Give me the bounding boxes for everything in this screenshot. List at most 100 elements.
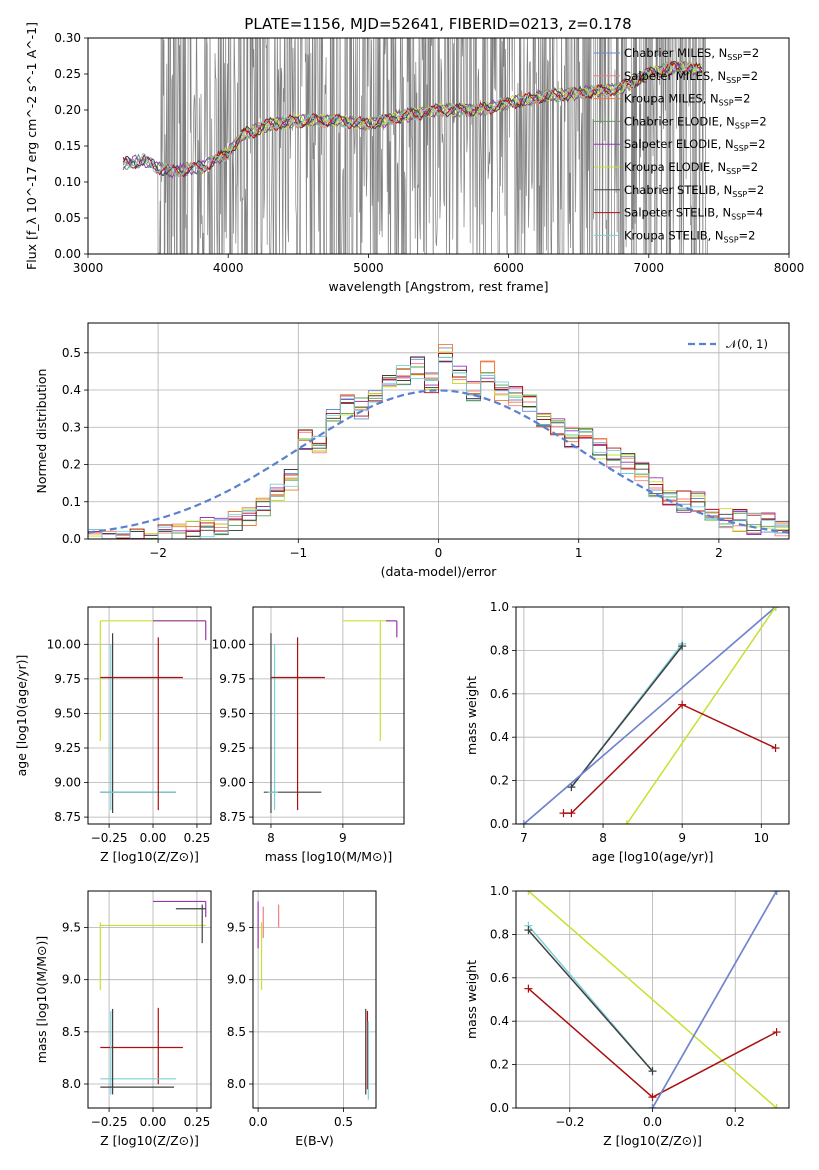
- y-axis-label: mass weight: [464, 676, 479, 755]
- y-tick-label: 0.3: [62, 420, 81, 434]
- series-marker: [622, 820, 631, 824]
- legend-entry: Salpeter STELIB, NSSP=4: [624, 206, 763, 222]
- series-line: [527, 891, 778, 1108]
- x-axis-label: mass [log10(M/M⊙)]: [265, 849, 393, 864]
- series-marker: [524, 984, 533, 993]
- plot-area: [257, 901, 369, 1100]
- y-tick-label: 0.2: [490, 774, 509, 788]
- x-tick-label: 7000: [634, 261, 665, 275]
- legend-sub: SSP: [724, 235, 739, 244]
- axes-frame: [252, 890, 377, 1109]
- y-tick-label: 9.5: [62, 921, 81, 935]
- legend-entry: Salpeter ELODIE, NSSP=2: [624, 137, 766, 153]
- series-marker: [772, 1104, 781, 1108]
- y-tick-label: 8.5: [227, 1025, 246, 1039]
- x-tick-label: 0.0: [249, 1115, 268, 1129]
- series-line: [626, 607, 777, 824]
- legend-sub: SSP: [727, 53, 742, 62]
- x-tick-label: 0: [435, 546, 443, 560]
- legend-suffix: =4: [746, 206, 763, 220]
- legend-suffix: =2: [734, 92, 751, 106]
- legend-entry: Salpeter MILES, NSSP=2: [624, 69, 758, 85]
- plot-area: [88, 343, 789, 539]
- legend-entry: Kroupa MILES, NSSP=2: [624, 92, 750, 108]
- axes-frame: [515, 890, 790, 1109]
- legend-entry: Chabrier ELODIE, NSSP=2: [624, 114, 767, 130]
- x-tick-label: 9: [339, 831, 347, 845]
- figure-title: PLATE=1156, MJD=52641, FIBERID=0213, z=0…: [244, 15, 631, 33]
- y-tick-label: 0.0: [490, 817, 509, 831]
- plot-area: [263, 620, 398, 813]
- x-tick-label: −1: [289, 546, 307, 560]
- x-axis-label: age [log10(age/yr)]: [592, 849, 714, 864]
- y-tick-label: 9.50: [219, 706, 246, 720]
- x-tick-label: 8: [267, 831, 275, 845]
- plot-area: [524, 891, 781, 1108]
- series-marker: [772, 1028, 781, 1037]
- legend-entry: Chabrier MILES, NSSP=2: [624, 46, 759, 62]
- y-tick-label: 10.00: [212, 637, 246, 651]
- panel-residuals: −2 −1 0 1 2 0.0 0.1 0.2 0.3 0.4 0.5 (data-model)/er…: [34, 322, 790, 579]
- legend-entry: Kroupa ELODIE, NSSP=2: [624, 160, 758, 176]
- panel-spectrum: 3000 4000 5000 6000 7000 8000 0.00 0.05 0.10 0.15…: [24, 22, 805, 294]
- x-axis-label: (data-model)/error: [381, 564, 498, 579]
- y-tick-label: 9.00: [219, 776, 246, 790]
- x-tick-label: 0.2: [726, 1115, 745, 1129]
- y-tick-label: 0.4: [490, 1014, 509, 1028]
- legend-label: Salpeter ELODIE, N: [624, 137, 734, 151]
- y-tick-label: 9.75: [54, 672, 81, 686]
- y-axis-label: Flux [f_λ 10^-17 erg cm^-2 s^-1 A^-1]: [24, 22, 39, 270]
- series-marker: [519, 820, 528, 824]
- legend-sub: SSP: [726, 76, 741, 85]
- legend-suffix: =2: [742, 46, 759, 60]
- legend-suffix: =2: [747, 183, 764, 197]
- x-tick-label: 4000: [213, 261, 244, 275]
- plot-area: [519, 607, 780, 824]
- series-line: [527, 929, 654, 1072]
- panel-mass_weight_vs_age: 7 8 9 10 0.0 0.2 0.4 0.6 0.8 1.0 age [log10(age/yr…: [464, 600, 790, 864]
- observed-spectrum: [122, 38, 708, 254]
- series-line: [651, 891, 778, 1108]
- plot-area: [122, 38, 708, 254]
- series-marker: [559, 809, 568, 818]
- y-tick-label: 0.2: [490, 1058, 509, 1072]
- x-axis-label: Z [log10(Z/Z⊙)]: [100, 849, 199, 864]
- series-marker: [524, 891, 533, 895]
- y-tick-label: 0.10: [54, 175, 81, 189]
- y-tick-label: 0.30: [54, 31, 81, 45]
- y-tick-label: 0.8: [490, 927, 509, 941]
- series-marker: [648, 1067, 657, 1076]
- x-tick-label: −0.25: [91, 831, 128, 845]
- y-tick-label: 0.6: [490, 971, 509, 985]
- normal-curve: [88, 389, 789, 534]
- series-marker: [678, 700, 687, 709]
- y-tick-label: 9.75: [219, 672, 246, 686]
- series-marker: [524, 926, 533, 935]
- y-tick-label: 0.4: [490, 730, 509, 744]
- y-axis-label: mass [log10(M/M⊙)]: [34, 936, 49, 1064]
- x-tick-label: 0.25: [184, 831, 211, 845]
- model-line-salpeter-stelib: [122, 60, 703, 178]
- y-axis-label: Normed distribution: [34, 369, 49, 494]
- series-marker: [567, 783, 576, 792]
- series-marker: [648, 1093, 657, 1102]
- x-tick-label: 8000: [774, 261, 805, 275]
- legend-suffix: =2: [750, 114, 767, 128]
- y-tick-label: 0.25: [54, 67, 81, 81]
- legend-label: Salpeter STELIB, N: [624, 206, 731, 220]
- y-tick-label: 10.00: [47, 637, 81, 651]
- axes-frame: [515, 606, 790, 825]
- series-line: [563, 703, 776, 814]
- legend-label: Chabrier ELODIE, N: [624, 114, 735, 128]
- legend-suffix: =2: [739, 228, 756, 242]
- x-tick-label: 0.0: [643, 1115, 662, 1129]
- y-tick-label: 8.75: [54, 810, 81, 824]
- hist-kroupa-elodie: [88, 351, 789, 539]
- series-line: [523, 607, 776, 824]
- axes-frame: [87, 890, 212, 1109]
- panel-age_vs_mass: 8 9 8.75 9.00 9.25 9.50 9.75 10.00 mass [log10(M…: [212, 606, 405, 864]
- y-tick-label: 0.0: [490, 1101, 509, 1115]
- y-tick-label: 0.8: [490, 643, 509, 657]
- axes-frame: [87, 37, 790, 255]
- y-tick-label: 0.6: [490, 687, 509, 701]
